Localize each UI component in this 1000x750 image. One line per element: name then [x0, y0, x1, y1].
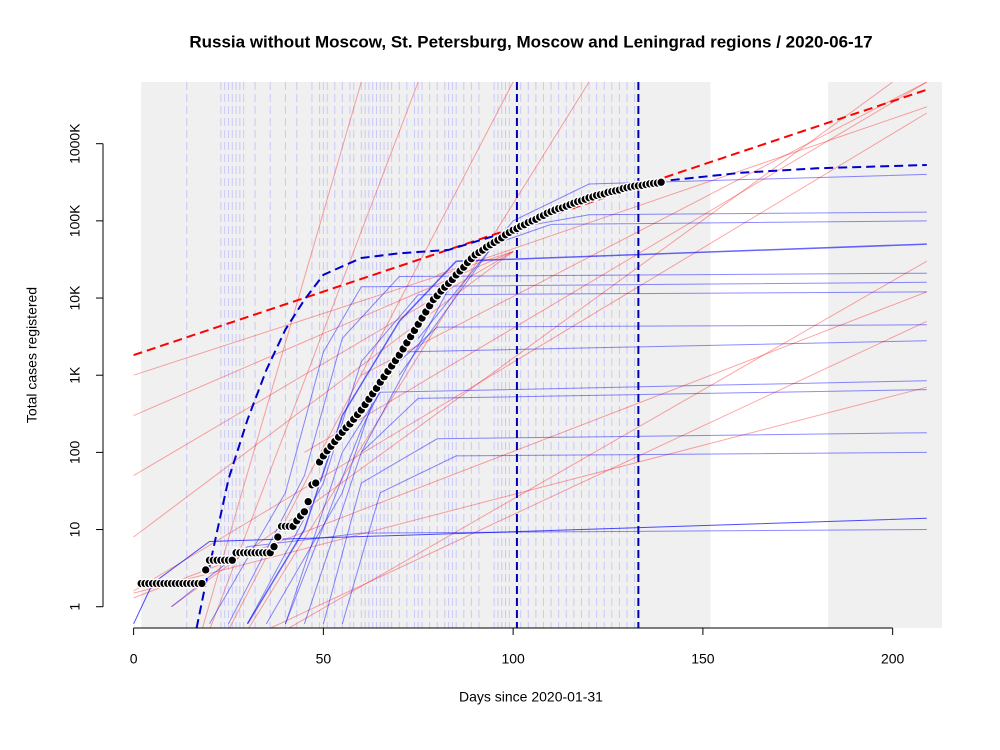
y-tick-label: 10 — [67, 522, 83, 538]
axes: 0 50 100 150 200 1 10 100 1K 10K 100K 1000K — [67, 123, 905, 667]
fit-line — [269, 320, 928, 628]
y-tick-label: 100K — [67, 204, 83, 237]
fit-line — [209, 82, 419, 628]
envelope-line — [195, 164, 927, 628]
fit-line — [437, 106, 927, 276]
y-tick-label: 100 — [67, 440, 83, 464]
fit-line — [341, 451, 927, 624]
data-point — [299, 506, 310, 517]
chart-title: Russia without Moscow, St. Petersburg, M… — [189, 32, 872, 51]
fit-line — [209, 281, 927, 625]
data-point — [227, 555, 238, 566]
fit-line — [246, 243, 927, 625]
fit-line — [361, 82, 928, 376]
plot-area — [133, 82, 942, 628]
data-point — [272, 532, 283, 542]
data-point — [310, 478, 321, 489]
fit-line — [322, 432, 927, 624]
x-tick-label: 200 — [881, 651, 905, 667]
fit-line — [201, 82, 362, 628]
data-point — [200, 564, 211, 575]
shaded-range — [828, 82, 942, 628]
fit-line — [398, 220, 927, 376]
y-tick-label: 1K — [67, 366, 83, 384]
fit-line — [133, 291, 927, 599]
data-point — [656, 177, 667, 188]
fit-line — [171, 529, 927, 608]
fit-line — [247, 291, 927, 625]
x-tick-label: 150 — [691, 651, 715, 667]
fit-line — [133, 386, 927, 594]
fit-line — [133, 251, 514, 538]
y-tick-label: 1 — [67, 603, 83, 611]
x-tick-label: 0 — [130, 651, 138, 667]
data-point — [269, 541, 279, 552]
y-tick-label: 1000K — [67, 123, 83, 164]
fit-line — [133, 112, 928, 592]
fit-line — [304, 82, 928, 453]
x-tick-label: 100 — [501, 651, 525, 667]
fit-line — [417, 173, 927, 339]
data-point — [303, 496, 314, 507]
fit-line — [171, 82, 893, 608]
data-point — [196, 578, 207, 589]
y-tick-label: 10K — [67, 285, 83, 311]
fit-line — [133, 517, 927, 625]
y-axis-label: Total cases registered — [24, 287, 40, 423]
fit-line — [133, 251, 514, 376]
fit-line — [133, 251, 514, 477]
fit-line — [287, 260, 928, 628]
fit-line — [303, 389, 927, 624]
x-axis-label: Days since 2020-01-31 — [459, 689, 603, 705]
x-tick-label: 50 — [316, 651, 332, 667]
